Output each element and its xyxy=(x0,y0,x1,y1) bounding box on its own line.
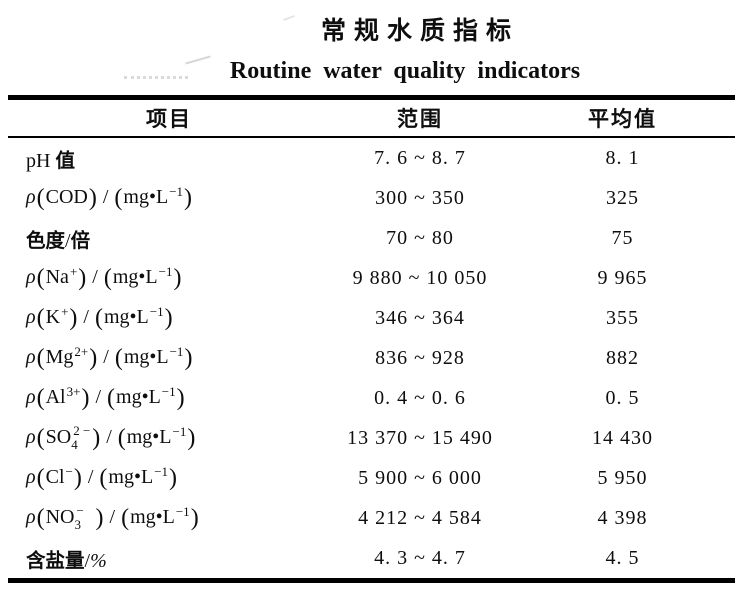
table-row: 含盐量/% 4. 3 ~ 4. 7 4. 5 xyxy=(8,538,735,578)
table-row: ρ(NO −3) / (mg•L−1) 4 212 ~ 4 584 4 398 xyxy=(8,498,735,538)
range-value: 836 ~ 928 xyxy=(375,346,465,369)
range-value: 300 ~ 350 xyxy=(375,186,465,209)
range-value: 0. 4 ~ 0. 6 xyxy=(374,386,466,409)
table-row: pH 值 7. 6 ~ 8. 7 8. 1 xyxy=(8,138,735,178)
column-header-average: 平均值 xyxy=(588,108,657,131)
item-label: ρ(NO −3) / (mg•L−1) xyxy=(26,503,199,532)
item-label: ρ(SO 2 −4) / (mg•L−1) xyxy=(26,423,196,452)
average-value: 325 xyxy=(606,186,639,209)
average-value: 9 965 xyxy=(597,266,648,289)
item-label: ρ(COD) / (mg•L−1) xyxy=(26,184,193,211)
average-value: 4 398 xyxy=(597,506,648,529)
table-title-zh: 常规水质指标 xyxy=(320,17,519,45)
average-value: 882 xyxy=(606,346,639,369)
range-value: 7. 6 ~ 8. 7 xyxy=(374,146,466,169)
item-label: ρ(Na+) / (mg•L−1) xyxy=(26,264,182,291)
range-value: 13 370 ~ 15 490 xyxy=(347,426,493,449)
table-header-row: 项目 范围 平均值 xyxy=(8,100,735,138)
item-label: ρ(Al3+) / (mg•L−1) xyxy=(26,384,185,411)
average-value: 4. 5 xyxy=(605,546,640,569)
table-body: pH 值 7. 6 ~ 8. 7 8. 1 ρ(COD) / (mg•L−1) … xyxy=(8,138,735,578)
item-label: 含盐量/% xyxy=(26,549,107,572)
average-value: 5 950 xyxy=(597,466,648,489)
average-value: 355 xyxy=(606,306,639,329)
range-value: 346 ~ 364 xyxy=(375,306,465,329)
column-header-item: 项目 xyxy=(146,108,192,131)
item-label: pH 值 xyxy=(26,149,75,172)
item-label: ρ(K+) / (mg•L−1) xyxy=(26,304,173,331)
table-row: ρ(COD) / (mg•L−1) 300 ~ 350 325 xyxy=(8,178,735,218)
range-value: 9 880 ~ 10 050 xyxy=(352,266,488,289)
column-header-range: 范围 xyxy=(397,108,443,131)
table-row: ρ(K+) / (mg•L−1) 346 ~ 364 355 xyxy=(8,298,735,338)
table-title-en: Routine water quality indicators xyxy=(229,58,581,84)
table-row: ρ(Mg2+) / (mg•L−1) 836 ~ 928 882 xyxy=(8,338,735,378)
range-value: 4. 3 ~ 4. 7 xyxy=(374,546,466,569)
item-label: ρ(Cl−) / (mg•L−1) xyxy=(26,464,178,491)
scan-smudge xyxy=(124,76,188,79)
water-quality-table: 项目 范围 平均值 pH 值 7. 6 ~ 8. 7 8. 1 ρ(COD) /… xyxy=(8,95,735,583)
range-value: 70 ~ 80 xyxy=(386,226,454,249)
range-value: 4 212 ~ 4 584 xyxy=(358,506,482,529)
average-value: 8. 1 xyxy=(605,146,640,169)
table-row: ρ(Cl−) / (mg•L−1) 5 900 ~ 6 000 5 950 xyxy=(8,458,735,498)
table-row: 色度/倍 70 ~ 80 75 xyxy=(8,218,735,258)
average-value: 75 xyxy=(611,226,634,249)
range-value: 5 900 ~ 6 000 xyxy=(358,466,482,489)
table-row: ρ(Na+) / (mg•L−1) 9 880 ~ 10 050 9 965 xyxy=(8,258,735,298)
table-row: ρ(SO 2 −4) / (mg•L−1) 13 370 ~ 15 490 14 … xyxy=(8,418,735,458)
item-label: ρ(Mg2+) / (mg•L−1) xyxy=(26,344,193,371)
average-value: 0. 5 xyxy=(605,386,640,409)
item-label: 色度/倍 xyxy=(26,229,91,252)
average-value: 14 430 xyxy=(592,426,653,449)
table-row: ρ(Al3+) / (mg•L−1) 0. 4 ~ 0. 6 0. 5 xyxy=(8,378,735,418)
